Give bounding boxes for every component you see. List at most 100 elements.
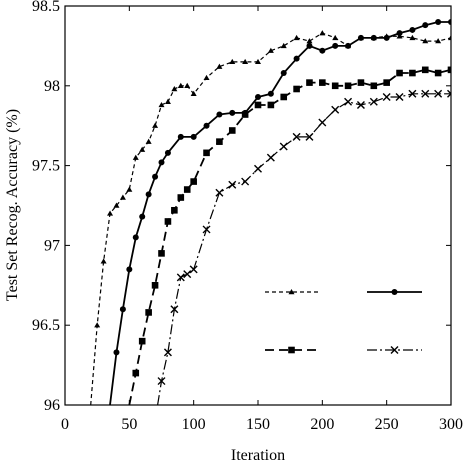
data-point xyxy=(184,82,191,88)
series-layer xyxy=(90,18,451,405)
data-point xyxy=(319,79,326,86)
data-point xyxy=(177,194,185,201)
y-axis-title: Test Set Recog. Accuracy (%) xyxy=(4,109,21,301)
data-point xyxy=(164,218,172,225)
data-point xyxy=(447,66,451,74)
data-point xyxy=(434,69,442,77)
legend-entry-1 xyxy=(265,289,318,295)
data-point xyxy=(357,34,364,41)
data-point xyxy=(190,133,197,140)
legend-marker xyxy=(288,346,295,354)
x-tick-label: 250 xyxy=(375,416,399,433)
data-point xyxy=(345,42,352,49)
data-point xyxy=(254,101,262,109)
data-point xyxy=(145,191,152,198)
data-point xyxy=(158,101,165,108)
data-point xyxy=(171,85,178,92)
data-point xyxy=(280,42,287,49)
data-point xyxy=(267,47,274,53)
data-point xyxy=(100,258,107,264)
data-point xyxy=(164,98,171,104)
data-point xyxy=(190,178,197,185)
y-tick-label: 98 xyxy=(44,78,60,95)
data-point xyxy=(435,18,442,25)
data-point xyxy=(422,22,429,29)
data-point xyxy=(421,89,430,98)
x-tick-label: 200 xyxy=(310,416,334,433)
data-point xyxy=(318,118,327,127)
x-tick-label: 150 xyxy=(246,416,270,433)
data-point xyxy=(132,369,140,377)
x-tick-label: 100 xyxy=(182,416,206,433)
data-point xyxy=(94,322,101,328)
data-point xyxy=(395,92,404,101)
data-point xyxy=(356,100,365,109)
x-axis-title: Iteration xyxy=(231,447,285,464)
data-point xyxy=(293,85,300,93)
axis-ticks: 0 50 100 150 200 250 300 96 96.5 97 97.5 98 98.5 xyxy=(32,0,463,433)
data-point xyxy=(203,122,210,129)
data-point xyxy=(126,186,133,192)
series-4 xyxy=(157,89,451,405)
data-point xyxy=(145,138,152,144)
data-point xyxy=(306,38,313,44)
data-point xyxy=(422,38,429,44)
legend-entry-4 xyxy=(367,346,422,354)
data-point xyxy=(241,111,249,118)
data-point xyxy=(183,270,192,279)
data-point xyxy=(138,337,146,345)
x-tick-label: 50 xyxy=(121,416,137,433)
data-point xyxy=(113,202,120,208)
data-point xyxy=(292,132,301,141)
data-point xyxy=(113,349,120,356)
data-point xyxy=(293,34,300,41)
data-point xyxy=(241,177,250,186)
data-point xyxy=(408,89,417,98)
data-point xyxy=(409,26,416,33)
y-tick-label: 97.5 xyxy=(32,158,60,175)
data-point xyxy=(183,186,191,193)
data-point xyxy=(305,132,314,141)
series-2 xyxy=(109,18,451,405)
data-point xyxy=(447,89,451,98)
data-point xyxy=(139,213,146,220)
data-point xyxy=(396,69,403,77)
data-point xyxy=(190,90,197,96)
data-point xyxy=(216,138,223,145)
y-tick-label: 98.5 xyxy=(32,0,60,15)
legend-marker xyxy=(288,289,295,295)
data-point xyxy=(409,69,416,77)
data-point xyxy=(132,234,139,241)
data-point xyxy=(344,97,353,106)
data-point xyxy=(107,210,114,216)
data-point xyxy=(163,348,172,357)
data-point xyxy=(434,89,443,98)
data-point xyxy=(228,180,237,189)
data-point xyxy=(216,63,223,69)
x-tick-label: 300 xyxy=(439,416,463,433)
data-point xyxy=(448,18,451,25)
y-tick-label: 97 xyxy=(44,237,60,254)
data-point xyxy=(280,70,287,77)
data-point xyxy=(448,34,451,41)
data-point xyxy=(306,79,313,86)
data-point xyxy=(306,42,313,49)
data-point xyxy=(370,34,377,41)
series-1 xyxy=(90,30,451,405)
y-tick-label: 96.5 xyxy=(32,317,60,334)
data-point xyxy=(435,38,442,44)
series-4-line xyxy=(157,93,451,405)
data-point xyxy=(229,109,236,116)
data-point xyxy=(293,55,300,62)
data-point xyxy=(229,58,236,65)
legend xyxy=(265,289,422,354)
data-point xyxy=(152,122,159,128)
data-point xyxy=(383,34,390,41)
x-tick-label: 0 xyxy=(61,416,69,433)
data-point xyxy=(139,146,146,152)
data-point xyxy=(421,66,429,74)
data-point xyxy=(254,164,262,173)
plot-frame xyxy=(64,5,452,406)
data-point xyxy=(370,82,378,90)
